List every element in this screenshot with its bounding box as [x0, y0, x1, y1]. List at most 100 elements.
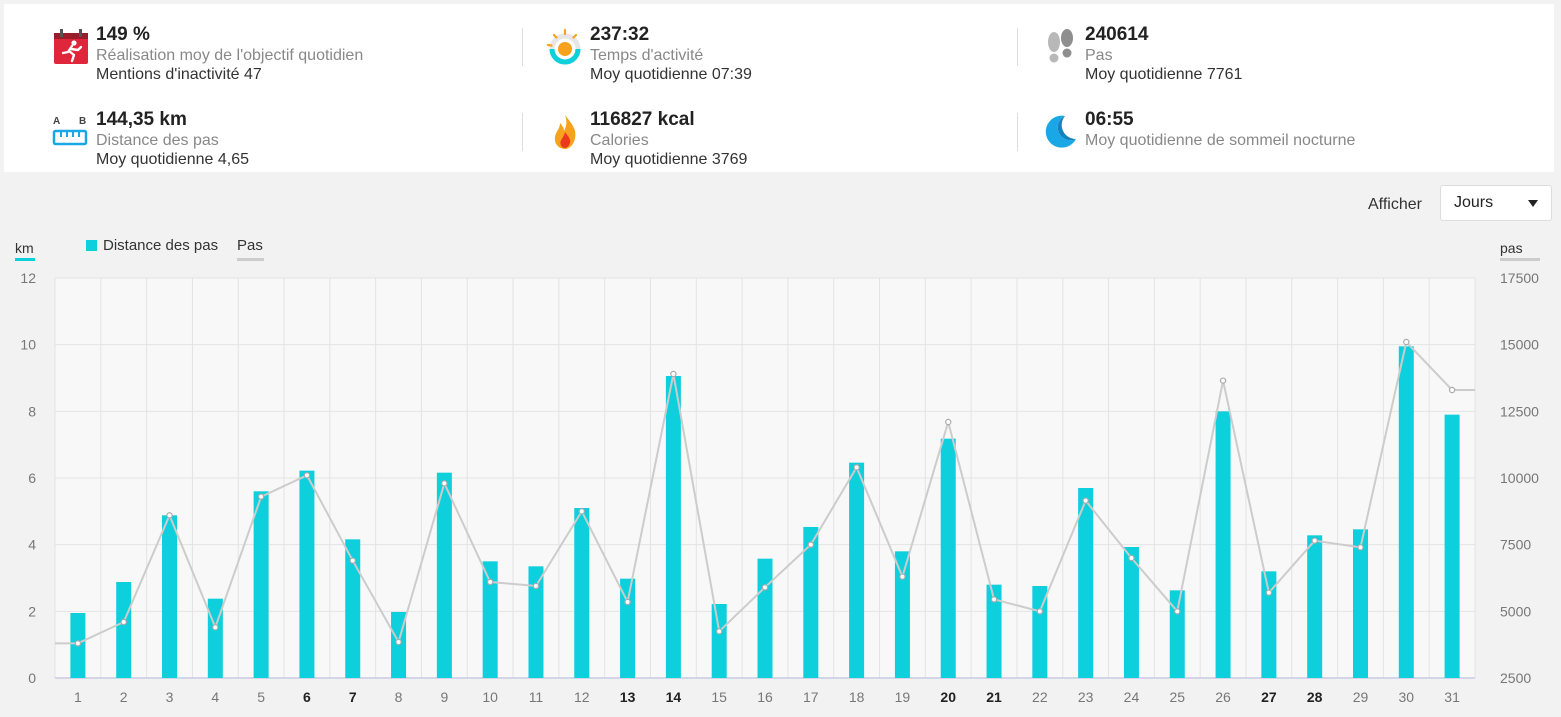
x-tick-label: 26 [1215, 689, 1231, 705]
y-left-unit-underline [15, 258, 35, 261]
x-tick-label: 30 [1399, 689, 1415, 705]
moon-icon [1045, 115, 1076, 148]
steps-point [715, 628, 723, 635]
y-right-tick-label: 15000 [1500, 337, 1539, 353]
distance-bar [1215, 411, 1231, 678]
steps-point [257, 493, 265, 500]
flame-icon [554, 115, 576, 149]
distance-bar [757, 558, 773, 678]
y-left-tick-label: 12 [20, 270, 36, 286]
distance-bar [116, 582, 132, 678]
distance-bar [436, 472, 452, 678]
steps-point [303, 472, 311, 479]
x-tick-label: 27 [1261, 689, 1277, 705]
y-right-unit-underline [1500, 258, 1540, 261]
sleep-value: 06:55 [1085, 109, 1134, 130]
distance-bar [849, 462, 865, 678]
x-tick-label: 1 [74, 689, 82, 705]
x-tick-label: 25 [1169, 689, 1185, 705]
chart-axes: 0246810122500500075001000012500150001750… [15, 240, 1540, 705]
distance-bar [894, 551, 910, 678]
distance-bar [528, 566, 544, 678]
distance-bar [345, 539, 361, 678]
summary-panel: 149 % Réalisation moy de l'objectif quot… [4, 4, 1554, 172]
x-tick-label: 29 [1353, 689, 1369, 705]
distance-bar [1032, 586, 1048, 678]
steps-point [120, 618, 127, 626]
distance-sub: Moy quotidienne 4,65 [96, 151, 249, 168]
sleep-label: Moy quotidienne de sommeil nocturne [1085, 132, 1356, 149]
chevron-down-icon [1528, 200, 1538, 207]
x-tick-label: 9 [440, 689, 448, 705]
calories-sub: Moy quotidienne 3769 [590, 151, 748, 168]
x-tick-label: 14 [666, 689, 682, 705]
steps-point [486, 578, 494, 586]
y-right-tick-label: 17500 [1500, 270, 1539, 286]
distance-bar [482, 561, 498, 678]
sun-activity-icon [546, 28, 581, 65]
y-right-tick-label: 12500 [1500, 403, 1539, 419]
x-tick-label: 18 [849, 689, 865, 705]
x-tick-label: 22 [1032, 689, 1048, 705]
steps-point [945, 418, 952, 426]
x-tick-label: 4 [211, 689, 219, 705]
y-left-tick-label: 0 [28, 670, 36, 686]
steps-point [441, 480, 448, 487]
steps-point [395, 638, 402, 646]
y-left-tick-label: 10 [20, 337, 36, 353]
steps-point [853, 464, 860, 471]
steps-point [1448, 386, 1456, 394]
steps-point [1219, 377, 1227, 384]
distance-value: 144,35 km [96, 109, 187, 130]
x-tick-label: 6 [303, 689, 311, 705]
calories-label: Calories [590, 132, 649, 149]
y-right-tick-label: 5000 [1500, 603, 1531, 619]
distance-bar [940, 438, 956, 678]
x-tick-label: 11 [529, 689, 544, 705]
distance-bar [665, 376, 681, 678]
chart-grid [54, 277, 1476, 679]
distance-bar [986, 584, 1002, 678]
x-tick-label: 19 [895, 689, 911, 705]
x-tick-label: 7 [349, 689, 357, 705]
x-tick-label: 12 [574, 689, 590, 705]
ruler-label-b: B [79, 116, 86, 127]
display-label: Afficher [1368, 196, 1422, 213]
y-left-tick-label: 6 [28, 470, 36, 486]
steps-point [166, 512, 173, 519]
steps-point [1403, 338, 1410, 346]
y-right-tick-label: 2500 [1500, 670, 1531, 686]
ruler-label-a: A [53, 116, 60, 127]
steps-point [1128, 554, 1135, 562]
distance-bar [1307, 535, 1323, 678]
distance-bar [803, 527, 819, 678]
steps-point [532, 582, 540, 590]
x-tick-label: 13 [620, 689, 636, 705]
steps-point [1265, 589, 1273, 596]
distance-bars [70, 346, 1460, 678]
divider [522, 113, 523, 151]
steps-point [74, 640, 82, 647]
x-tick-label: 3 [166, 689, 174, 705]
steps-point [624, 598, 631, 606]
distance-bar [1078, 488, 1094, 678]
y-left-tick-label: 4 [28, 537, 36, 553]
goal-sub: Mentions d'inactivité 47 [96, 66, 262, 83]
y-left-tick-label: 2 [28, 603, 36, 619]
steps-point [990, 596, 998, 603]
y-left-unit: km [15, 240, 34, 256]
distance-bar [620, 578, 636, 678]
steps-point [578, 508, 585, 515]
steps-sub: Moy quotidienne 7761 [1085, 66, 1243, 83]
y-right-tick-label: 7500 [1500, 537, 1531, 553]
distance-bar [711, 604, 727, 678]
distance-bar [299, 470, 315, 678]
x-tick-label: 31 [1444, 689, 1460, 705]
x-tick-label: 17 [803, 689, 819, 705]
legend-label-distance: Distance des pas [103, 237, 218, 254]
steps-point [670, 370, 677, 378]
period-select[interactable]: Jours [1440, 185, 1552, 221]
ruler-distance-icon: A B [52, 116, 88, 146]
chart-legend: Distance des pas Pas [86, 237, 264, 261]
legend-label-steps: Pas [237, 237, 263, 254]
